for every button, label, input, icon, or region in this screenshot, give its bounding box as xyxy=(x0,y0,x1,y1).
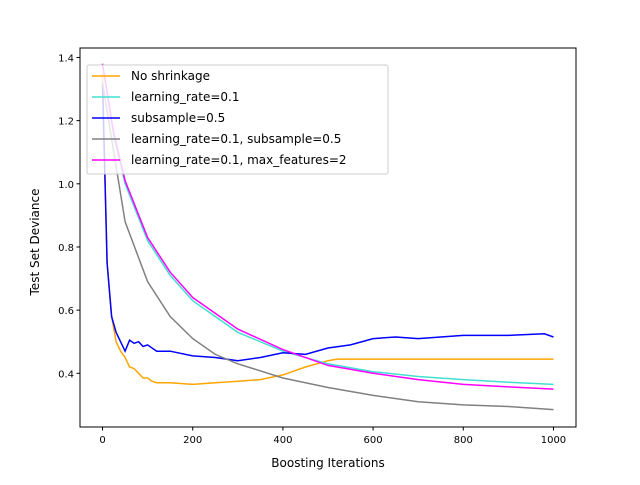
legend-entry: learning_rate=0.1, max_features=2 xyxy=(131,153,347,167)
y-tick-label: 1.4 xyxy=(58,53,74,64)
series-line-2 xyxy=(101,82,554,362)
series-line-4 xyxy=(101,63,554,390)
series-lines xyxy=(101,63,554,411)
y-tick-label: 1.2 xyxy=(58,117,74,128)
y-axis-label: Test Set Deviance xyxy=(28,189,42,297)
legend-entry: No shrinkage xyxy=(131,69,210,83)
x-tick-label: 1000 xyxy=(541,435,566,446)
x-ticks: 0 200 400 600 800 1000 xyxy=(99,427,566,446)
x-tick-label: 400 xyxy=(273,435,292,446)
x-tick-label: 0 xyxy=(99,435,105,446)
legend-entry: learning_rate=0.1 xyxy=(131,90,239,104)
plot-frame xyxy=(79,47,577,428)
series-line-0 xyxy=(101,73,554,386)
y-tick-label: 0.8 xyxy=(58,243,74,254)
x-axis-label: Boosting Iterations xyxy=(271,456,384,470)
legend-entry: learning_rate=0.1, subsample=0.5 xyxy=(131,132,341,146)
legend-box xyxy=(86,64,389,175)
y-ticks: 0.4 0.6 0.8 1.0 1.2 1.4 xyxy=(58,53,80,380)
series-line-3 xyxy=(101,82,554,411)
x-tick-label: 200 xyxy=(183,435,202,446)
y-tick-label: 0.4 xyxy=(58,369,74,380)
y-tick-label: 1.0 xyxy=(58,180,74,191)
y-tick-label: 0.6 xyxy=(58,306,74,317)
x-tick-label: 600 xyxy=(364,435,383,446)
x-tick-label: 800 xyxy=(454,435,473,446)
series-line-1 xyxy=(101,63,554,386)
legend: No shrinkage learning_rate=0.1 subsample=0… xyxy=(86,64,389,175)
legend-entry: subsample=0.5 xyxy=(131,111,225,125)
